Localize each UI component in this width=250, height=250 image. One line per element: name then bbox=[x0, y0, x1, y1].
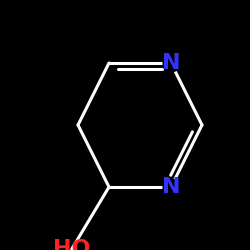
Text: HO: HO bbox=[53, 239, 90, 250]
Text: N: N bbox=[162, 53, 180, 73]
Text: N: N bbox=[162, 177, 180, 197]
